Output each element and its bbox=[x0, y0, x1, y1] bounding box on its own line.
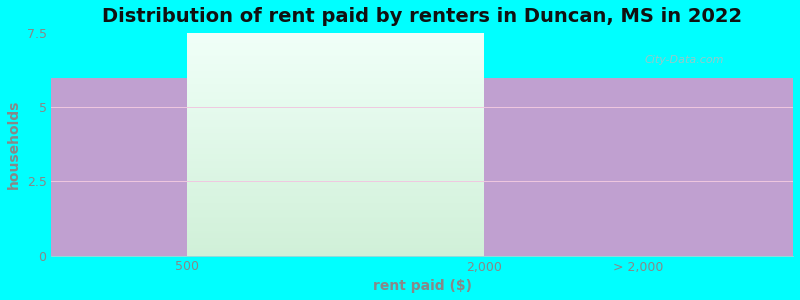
Text: City-Data.com: City-Data.com bbox=[645, 55, 724, 65]
X-axis label: rent paid ($): rent paid ($) bbox=[373, 279, 472, 293]
Y-axis label: households: households bbox=[7, 100, 21, 189]
Title: Distribution of rent paid by renters in Duncan, MS in 2022: Distribution of rent paid by renters in … bbox=[102, 7, 742, 26]
